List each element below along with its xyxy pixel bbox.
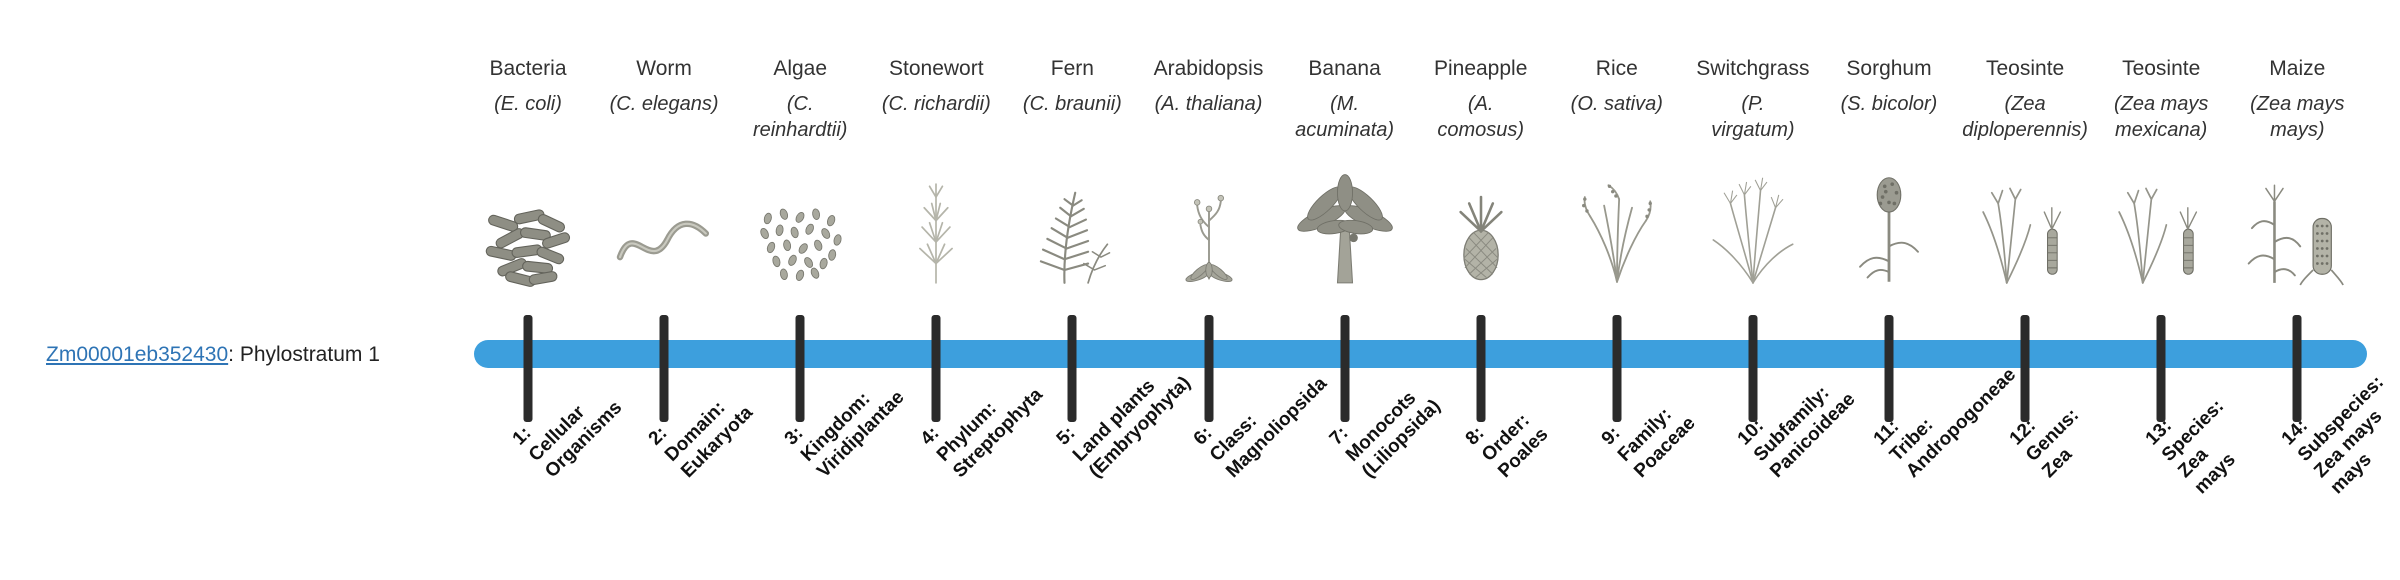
organism-name: Arabidopsis	[1153, 57, 1264, 80]
organism-illustration-slot	[1538, 147, 1696, 299]
organism-name: Fern	[1050, 57, 1094, 80]
organism-name: Pineapple	[1433, 57, 1528, 80]
stratum-column: Teosinte (Zea diploperennis)	[1946, 56, 2104, 299]
organism-scientific-name: (C. braunii)	[1022, 93, 1122, 115]
pineapple-illustration	[1422, 153, 1540, 299]
phylostratum-tick	[1067, 315, 1077, 422]
organism-scientific-name: (P. virgatum)	[1711, 93, 1795, 141]
organism-scientific-name: (E. coli)	[494, 93, 562, 115]
stratum-column: Pineapple (A. comosus)	[1402, 56, 1560, 299]
organism-name: Rice	[1595, 57, 1638, 80]
organism-name: Sorghum	[1846, 57, 1932, 80]
organism-name: Banana	[1308, 57, 1381, 80]
phylostratum-tick	[1204, 315, 1213, 422]
gene-label-suffix: : Phylostratum 1	[228, 343, 380, 366]
teosinte-illustration	[2102, 153, 2220, 299]
organism-name: Bacteria	[489, 57, 567, 80]
worm-illustration	[605, 153, 723, 299]
organism-name: Worm	[636, 57, 692, 80]
organism-scientific-name: (A. comosus)	[1437, 93, 1525, 141]
organism-name: Algae	[773, 57, 828, 80]
stratum-column: Arabidopsis (A. thaliana)	[1130, 56, 1288, 299]
phylostratum-tick	[523, 315, 533, 422]
phylostratum-tick	[1748, 315, 1758, 422]
switchgrass-illustration	[1694, 153, 1812, 299]
sorghum-illustration	[1830, 153, 1948, 299]
stratum-column: Switchgrass (P. virgatum)	[1674, 56, 1832, 299]
organism-illustration-slot	[993, 147, 1151, 299]
stratum-column: Algae (C. reinhardtii)	[721, 56, 879, 299]
organism-illustration-slot	[1130, 147, 1288, 299]
organism-illustration-slot	[585, 147, 743, 299]
organism-scientific-name: (Zea mays mays)	[2250, 93, 2345, 141]
organism-illustration-slot	[449, 147, 607, 299]
organism-scientific-name: (Zea diploperennis)	[1962, 93, 2088, 141]
organism-scientific-name: (C. richardii)	[881, 93, 991, 115]
stratum-column: Teosinte (Zea mays mexicana)	[2082, 56, 2240, 299]
organism-illustration-slot	[2218, 147, 2376, 299]
stratum-column: Banana (M. acuminata)	[1266, 56, 1424, 299]
arabidopsis-illustration	[1150, 153, 1268, 299]
phylostratum-tick	[931, 315, 941, 422]
organism-illustration-slot	[1402, 147, 1560, 299]
organism-illustration-slot	[857, 147, 1015, 299]
organism-scientific-name: (C. elegans)	[609, 93, 719, 115]
stratum-column: Rice (O. sativa)	[1538, 56, 1696, 299]
banana-illustration	[1286, 153, 1404, 299]
gene-id-link[interactable]: Zm00001eb352430	[46, 343, 229, 366]
phylostratum-label: 12: Genus: Zea	[2005, 404, 2084, 483]
phylostratum-tick	[659, 315, 669, 422]
organism-scientific-name: (M. acuminata)	[1295, 93, 1395, 141]
phylostratum-tick	[2156, 315, 2166, 422]
organism-name: Stonewort	[889, 57, 984, 80]
organism-name: Teosinte	[1985, 57, 2065, 80]
phylostratum-label: 8: Order: Poales	[1461, 409, 1553, 483]
maize-illustration	[2238, 153, 2356, 299]
timeline-bar	[474, 340, 2367, 368]
bacteria-illustration	[469, 153, 587, 299]
stratum-column: Sorghum (S. bicolor)	[1810, 56, 1968, 299]
organism-scientific-name: (A. thaliana)	[1154, 93, 1263, 115]
stonewort-illustration	[877, 153, 995, 299]
phylostratum-tick	[1340, 315, 1350, 422]
organism-name: Maize	[2269, 57, 2326, 80]
stratum-column: Maize (Zea mays mays)	[2218, 56, 2376, 299]
stratum-column: Bacteria (E. coli)	[449, 56, 607, 299]
phylostratum-tick	[1476, 315, 1486, 422]
rice-illustration	[1558, 153, 1676, 299]
organism-scientific-name: (C. reinhardtii)	[752, 93, 848, 141]
phylostratum-tick	[1612, 315, 1622, 422]
organism-name: Switchgrass	[1696, 57, 1810, 80]
organism-name: Teosinte	[2122, 57, 2201, 80]
organism-scientific-name: (S. bicolor)	[1840, 93, 1938, 115]
organism-illustration-slot	[1266, 147, 1424, 299]
fern-illustration	[1013, 153, 1131, 299]
organism-scientific-name: (Zea mays mexicana)	[2113, 93, 2209, 141]
organism-illustration-slot	[721, 147, 879, 299]
teosinte-illustration	[1966, 153, 2084, 299]
organism-scientific-name: (O. sativa)	[1570, 93, 1663, 115]
stratum-column: Stonewort (C. richardii)	[857, 56, 1015, 299]
organism-illustration-slot	[1946, 147, 2104, 299]
stratum-column: Worm (C. elegans)	[585, 56, 743, 299]
phylostratum-tick	[2292, 315, 2302, 422]
phylostratum-tick	[795, 315, 805, 422]
phylostratum-tick	[1884, 315, 1894, 422]
gene-label: Zm00001eb352430: Phylostratum 1	[46, 342, 380, 367]
organism-illustration-slot	[1674, 147, 1832, 299]
organism-illustration-slot	[1810, 147, 1968, 299]
phylostratum-tick	[2020, 315, 2030, 422]
stratum-column: Fern (C. braunii)	[993, 56, 1151, 299]
algae-illustration	[741, 153, 859, 299]
organism-illustration-slot	[2082, 147, 2240, 299]
